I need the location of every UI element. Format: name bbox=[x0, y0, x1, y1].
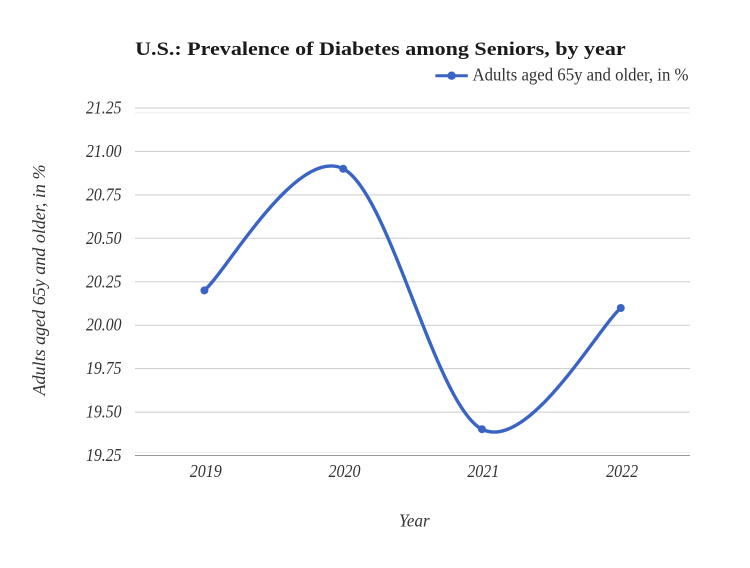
svg-text:Year: Year bbox=[399, 511, 430, 531]
svg-text:20.75: 20.75 bbox=[86, 184, 122, 204]
svg-text:21.00: 21.00 bbox=[86, 141, 122, 161]
svg-text:21.25: 21.25 bbox=[86, 98, 122, 118]
svg-text:19.75: 19.75 bbox=[86, 358, 122, 378]
svg-text:20.50: 20.50 bbox=[86, 228, 122, 248]
svg-text:20.25: 20.25 bbox=[86, 271, 122, 291]
svg-text:2019: 2019 bbox=[190, 461, 222, 481]
svg-text:2020: 2020 bbox=[329, 461, 361, 481]
svg-text:19.50: 19.50 bbox=[86, 402, 122, 422]
svg-text:U.S.: Prevalence of Diabetes a: U.S.: Prevalence of Diabetes among Senio… bbox=[135, 39, 626, 60]
svg-text:2022: 2022 bbox=[606, 461, 638, 481]
svg-text:2021: 2021 bbox=[467, 461, 499, 481]
svg-text:19.25: 19.25 bbox=[86, 445, 122, 465]
svg-text:20.00: 20.00 bbox=[86, 315, 122, 335]
svg-text:Adults aged 65y and older, in: Adults aged 65y and older, in % bbox=[473, 65, 689, 85]
svg-text:Adults aged 65y and older, in: Adults aged 65y and older, in % bbox=[29, 165, 49, 397]
